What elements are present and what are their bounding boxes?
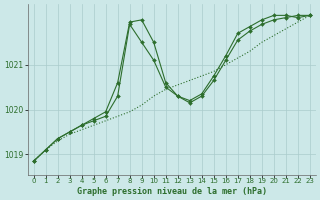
X-axis label: Graphe pression niveau de la mer (hPa): Graphe pression niveau de la mer (hPa) xyxy=(77,187,267,196)
